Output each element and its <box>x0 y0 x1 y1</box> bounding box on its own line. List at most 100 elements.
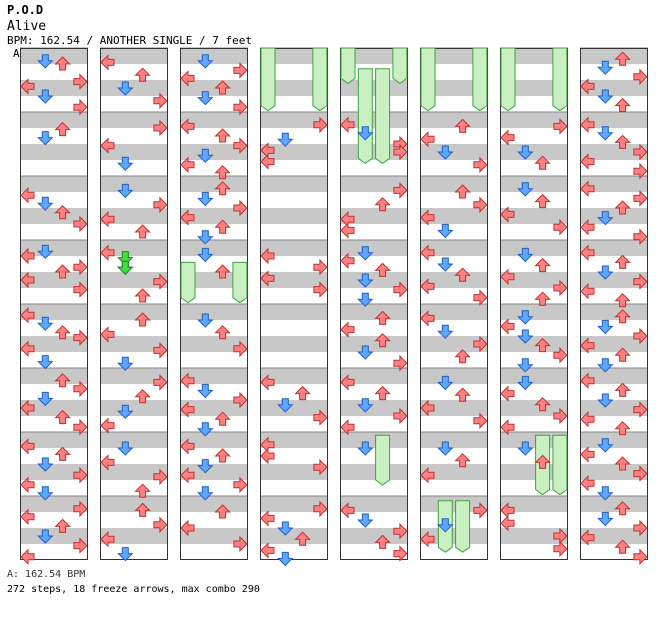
measure-stripe <box>500 208 568 224</box>
measure-stripe <box>420 432 488 448</box>
step-arrow <box>374 385 391 401</box>
step-arrow <box>73 418 88 436</box>
freeze-arrow <box>455 500 471 553</box>
freeze-arrow <box>180 261 196 304</box>
green-arrow <box>117 260 134 275</box>
measure-stripe <box>260 48 328 64</box>
step-arrow <box>197 230 214 245</box>
chart-info: BPM: 162.54 / ANOTHER SINGLE / 7 feet <box>7 34 253 47</box>
measure-stripe <box>20 320 88 336</box>
step-arrow <box>500 129 515 146</box>
step-arrow <box>614 200 631 215</box>
column-border <box>180 48 248 560</box>
measure-stripe <box>500 144 568 160</box>
step-arrow <box>37 457 54 472</box>
step-arrow <box>614 421 631 436</box>
step-arrow <box>100 326 115 343</box>
freeze-arrow <box>375 68 391 165</box>
measure-stripe <box>580 96 648 112</box>
measure-stripe <box>180 400 248 416</box>
measure-stripe <box>260 448 328 464</box>
measure-stripe <box>580 80 648 96</box>
measure-stripe <box>20 496 88 512</box>
column-border <box>100 48 168 560</box>
step-arrow <box>100 210 115 228</box>
measure-stripe <box>260 368 328 384</box>
measure-stripe <box>180 464 248 480</box>
step-arrow <box>54 264 71 279</box>
measure-stripe <box>340 96 408 112</box>
measure-stripe <box>260 224 328 240</box>
measure-stripe <box>420 272 488 288</box>
measure-stripe <box>340 176 408 192</box>
measure-stripe <box>180 304 248 320</box>
measure-stripe <box>580 160 648 176</box>
measure-stripe <box>260 400 328 416</box>
step-arrow <box>420 209 435 226</box>
measure-stripe <box>20 432 88 448</box>
measure-stripe <box>100 496 168 512</box>
measure-stripe <box>260 352 328 368</box>
measure-stripe <box>260 384 328 400</box>
step-arrow <box>20 508 35 526</box>
step-arrow <box>214 411 231 426</box>
step-arrow <box>340 374 355 391</box>
step-arrow <box>597 211 614 226</box>
measure-stripe <box>340 48 408 64</box>
step-arrow <box>357 292 374 307</box>
measure-stripe <box>500 384 568 400</box>
step-arrow <box>614 51 631 66</box>
measure-stripe <box>100 80 168 96</box>
step-arrow <box>437 223 454 239</box>
step-arrow <box>454 184 471 199</box>
step-arrow <box>197 54 214 69</box>
step-arrow <box>393 407 408 425</box>
measure-stripe <box>500 368 568 384</box>
measure-stripe <box>340 160 408 176</box>
measure-stripe <box>100 176 168 192</box>
step-arrow <box>393 522 408 540</box>
measure-stripe <box>340 336 408 352</box>
step-arrow <box>374 262 391 277</box>
measure-stripe <box>420 240 488 256</box>
step-arrow <box>437 375 454 391</box>
artist-name: P.O.D <box>7 3 44 17</box>
step-arrow <box>37 391 54 407</box>
measure-stripe <box>20 224 88 240</box>
step-arrow <box>437 441 454 456</box>
step-arrow <box>357 273 374 288</box>
step-arrow <box>534 257 551 273</box>
step-arrow <box>517 310 534 325</box>
step-arrow <box>393 182 408 199</box>
measure-stripe <box>580 496 648 512</box>
step-arrow <box>580 78 595 95</box>
step-arrow <box>473 502 488 519</box>
step-arrow <box>633 273 648 290</box>
measure-stripe <box>580 288 648 304</box>
measure-stripe <box>420 48 488 64</box>
measure-stripe <box>20 400 88 416</box>
step-arrow <box>54 325 71 340</box>
measure-stripe <box>180 288 248 304</box>
step-arrow <box>420 399 435 417</box>
step-arrow <box>517 247 534 263</box>
step-arrow <box>517 358 534 373</box>
step-arrow <box>437 324 454 339</box>
measure-stripe <box>20 144 88 160</box>
measure-stripe <box>260 464 328 480</box>
measure-stripe <box>420 336 488 352</box>
step-arrow <box>500 206 515 223</box>
freeze-arrow <box>500 47 516 112</box>
measure-stripe <box>180 256 248 272</box>
step-arrow <box>357 246 374 261</box>
column-border <box>580 48 648 560</box>
step-arrow <box>260 510 275 527</box>
step-arrow <box>180 466 195 484</box>
step-arrow <box>117 183 134 199</box>
measure-stripe <box>500 304 568 320</box>
measure-stripe <box>180 480 248 496</box>
step-arrow <box>233 98 248 116</box>
measure-stripe <box>500 112 568 128</box>
step-arrow <box>614 97 631 113</box>
step-arrow <box>37 54 54 69</box>
